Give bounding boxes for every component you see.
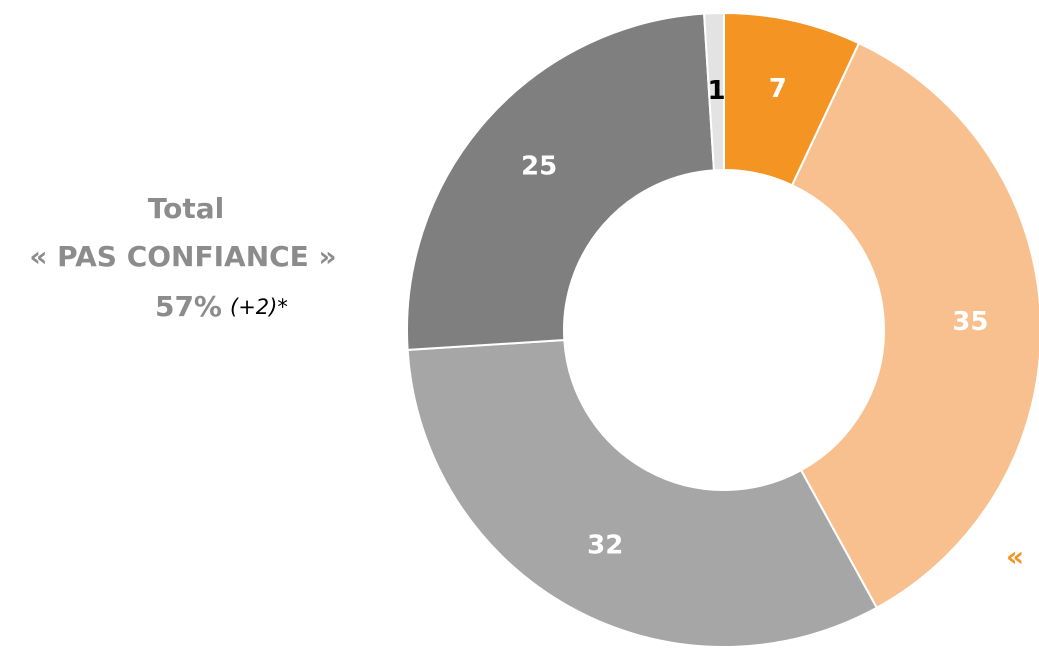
annotation: 57% — [155, 290, 222, 323]
data-label: 1 — [707, 76, 725, 106]
annotation: « PAS CONFIANCE » — [29, 240, 336, 273]
annotation: Total — [148, 192, 225, 225]
slice — [406, 338, 879, 648]
data-label: 35 — [952, 307, 988, 337]
slice — [406, 12, 716, 351]
data-label: 32 — [587, 531, 623, 561]
annotation: « — [1006, 540, 1024, 573]
annotation: (+2)* — [230, 295, 288, 319]
slice — [790, 41, 1039, 610]
slice — [703, 11, 725, 172]
data-label: 7 — [769, 74, 787, 104]
data-label: 25 — [521, 151, 557, 181]
